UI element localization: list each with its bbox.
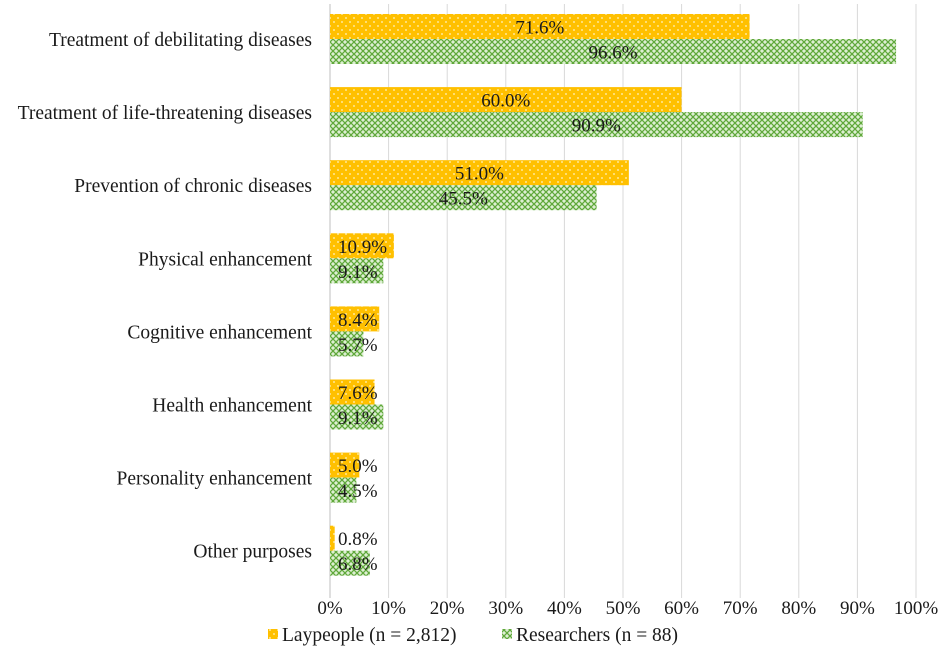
bar-researchers <box>330 258 384 284</box>
data-label-researchers: 9.1% <box>338 408 378 429</box>
category-label: Other purposes <box>193 542 312 563</box>
data-label-laypeople: 8.4% <box>338 310 378 331</box>
legend-swatch-laypeople <box>268 629 278 639</box>
bar-laypeople <box>330 160 629 186</box>
bar-laypeople <box>330 87 682 113</box>
data-label-researchers: 6.8% <box>338 554 378 575</box>
x-tick-label: 50% <box>606 598 641 619</box>
data-label-laypeople: 5.0% <box>338 456 378 477</box>
bar-researchers <box>330 550 370 576</box>
legend-label-researchers: Researchers (n = 88) <box>516 625 678 646</box>
x-tick-label: 20% <box>430 598 465 619</box>
bar-researchers <box>330 477 357 503</box>
x-axis-ticks: 0% 10% 20% 30% 40% 50% 60% 70% 80% 90% 100% <box>317 598 938 619</box>
legend: Laypeople (n = 2,812) Researchers (n = 88… <box>268 625 678 646</box>
category-label: Prevention of chronic diseases <box>74 176 312 197</box>
category-label: Physical enhancement <box>138 249 312 270</box>
bar-laypeople <box>330 306 380 332</box>
x-tick-label: 60% <box>664 598 699 619</box>
bar-researchers <box>330 39 897 64</box>
data-label-researchers: 4.5% <box>338 481 378 502</box>
legend-swatch-researchers <box>502 629 512 639</box>
bar-researchers <box>330 185 597 211</box>
data-label-researchers: 9.1% <box>338 262 378 283</box>
category-label: Treatment of life-threatening diseases <box>18 103 312 124</box>
bar-laypeople <box>330 452 360 478</box>
category-label: Treatment of debilitating diseases <box>49 30 312 51</box>
data-labels: 71.6% 96.6% 60.0% 90.9% 51.0% 45.5% 10.9% 9.1% 8… <box>338 18 638 576</box>
x-tick-label: 100% <box>894 598 939 619</box>
bar-researchers <box>330 112 863 138</box>
x-tick-label: 0% <box>317 598 343 619</box>
x-tick-label: 40% <box>547 598 582 619</box>
data-label-researchers: 90.9% <box>572 116 621 137</box>
legend-label-laypeople: Laypeople (n = 2,812) <box>282 625 457 646</box>
data-label-laypeople: 60.0% <box>481 91 530 112</box>
data-label-laypeople: 71.6% <box>515 18 564 39</box>
bar-researchers <box>330 331 364 357</box>
data-label-researchers: 45.5% <box>439 189 488 210</box>
category-label: Personality enhancement <box>117 469 313 490</box>
data-label-laypeople: 51.0% <box>455 164 504 185</box>
data-label-researchers: 96.6% <box>588 43 637 64</box>
category-labels: Treatment of debilitating diseases Treatm… <box>18 30 313 563</box>
x-tick-label: 80% <box>781 598 816 619</box>
data-label-laypeople: 10.9% <box>338 237 387 258</box>
x-tick-label: 30% <box>488 598 523 619</box>
bar-laypeople <box>330 379 375 405</box>
bars <box>330 14 897 576</box>
bar-laypeople <box>330 14 750 39</box>
x-tick-label: 90% <box>840 598 875 619</box>
data-label-laypeople: 0.8% <box>338 529 378 550</box>
bar-laypeople <box>330 525 335 551</box>
data-label-laypeople: 7.6% <box>338 383 378 404</box>
x-tick-label: 70% <box>723 598 758 619</box>
bar-laypeople <box>330 233 394 259</box>
category-label: Cognitive enhancement <box>127 322 312 343</box>
data-label-researchers: 5.7% <box>338 335 378 356</box>
bar-researchers <box>330 404 384 430</box>
x-tick-label: 10% <box>371 598 406 619</box>
category-label: Health enhancement <box>152 396 312 417</box>
